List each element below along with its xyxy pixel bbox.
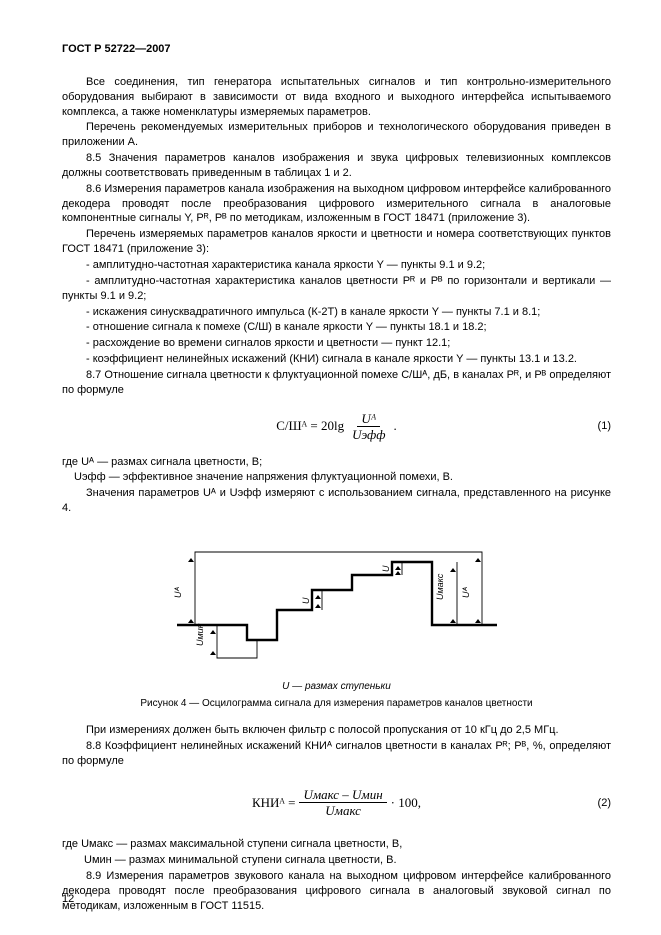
svg-text:Uмакс: Uмакс	[435, 573, 445, 600]
where: Uэфф — эффективное значение напряжения ф…	[62, 470, 611, 485]
formula-2: КНИᴬ = Uмакс – Uмин Uмакс · 100, (2)	[62, 788, 611, 817]
svg-text:U: U	[301, 597, 311, 604]
bullet: - амплитудно-частотная характеристика ка…	[62, 274, 611, 304]
para: 8.5 Значения параметров каналов изображе…	[62, 151, 611, 181]
formula-tail: .	[394, 417, 397, 435]
bullet: - амплитудно-частотная характеристика ка…	[62, 258, 611, 273]
formula-tail: · 100,	[391, 794, 421, 812]
formula-num: Uᴬ	[357, 412, 380, 427]
svg-text:Uмин: Uмин	[195, 623, 205, 646]
figure-4: Uмин U U Uмакс Uᴬ Uᴬ	[157, 530, 517, 670]
document-header: ГОСТ Р 52722—2007	[62, 42, 611, 57]
formula-lhs: С/Шᴬ = 20lg	[276, 417, 344, 435]
bullet: - отношение сигнала к помехе (С/Ш) в кан…	[62, 320, 611, 335]
para: 8.8 Коэффициент нелинейных искажений КНИ…	[62, 739, 611, 769]
formula-lhs: КНИᴬ =	[252, 794, 296, 812]
svg-text:Uᴬ: Uᴬ	[461, 586, 471, 597]
formula-num: Uмакс – Uмин	[299, 788, 386, 803]
svg-text:U: U	[381, 565, 391, 572]
para: При измерениях должен быть включен фильт…	[62, 723, 611, 738]
where: Uмин — размах минимальной ступени сигнал…	[62, 853, 611, 868]
para: 8.7 Отношение сигнала цветности к флукту…	[62, 368, 611, 398]
where: где Uᴬ — размах сигнала цветности, В;	[62, 455, 611, 470]
formula-1: С/Шᴬ = 20lg Uᴬ Uэфф . (1)	[62, 412, 611, 441]
formula-number: (1)	[598, 419, 611, 434]
where: где Uмакс — размах максимальной ступени …	[62, 837, 611, 852]
formula-den: Uэфф	[348, 427, 389, 441]
formula-number: (2)	[598, 796, 611, 811]
para: 8.9 Измерения параметров звукового канал…	[62, 869, 611, 914]
figure-caption: Рисунок 4 — Осцилограмма сигнала для изм…	[62, 697, 611, 711]
figure-note: U — размах ступеньки	[62, 680, 611, 694]
bullet: - искажения синусквадратичного импульса …	[62, 305, 611, 320]
para: Перечень измеряемых параметров каналов я…	[62, 227, 611, 257]
bullet: - расхождение во времени сигналов яркост…	[62, 336, 611, 351]
para: 8.6 Измерения параметров канала изображе…	[62, 182, 611, 227]
page-number: 12	[62, 892, 74, 907]
para: Значения параметров Uᴬ и Uэфф измеряют с…	[62, 486, 611, 516]
formula-den: Uмакс	[321, 803, 365, 817]
para: Все соединения, тип генератора испытател…	[62, 75, 611, 120]
svg-text:Uᴬ: Uᴬ	[173, 586, 183, 597]
para: Перечень рекомендуемых измерительных при…	[62, 120, 611, 150]
bullet: - коэффициент нелинейных искажений (КНИ)…	[62, 352, 611, 367]
